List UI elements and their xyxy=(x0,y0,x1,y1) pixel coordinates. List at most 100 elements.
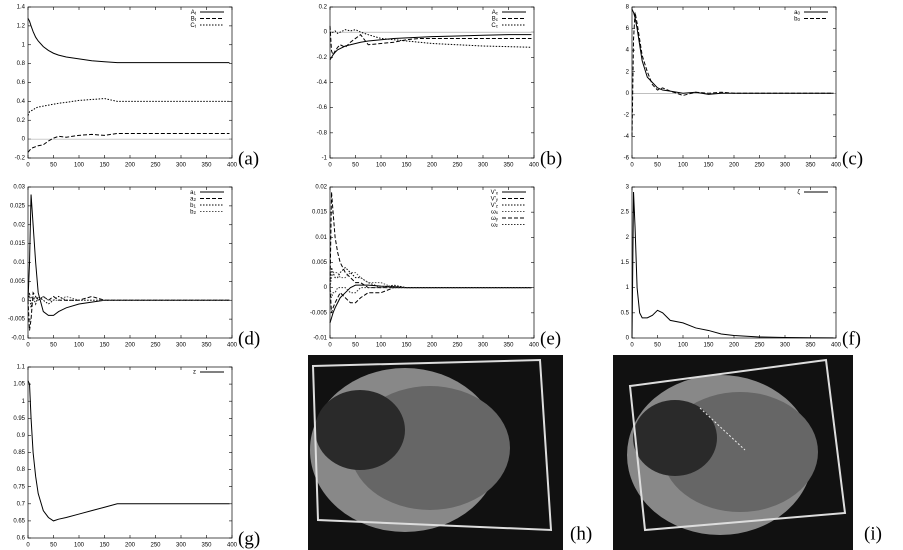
x-tick-label: 400 xyxy=(227,343,238,349)
legend-subscript: c xyxy=(496,11,499,16)
y-tick-label: 0.01 xyxy=(13,260,25,266)
y-tick-label: 0.005 xyxy=(10,279,26,285)
legend-text: a xyxy=(190,196,194,202)
series-line xyxy=(329,29,532,48)
legend-subscript: t xyxy=(195,24,197,29)
x-tick-label: 200 xyxy=(125,163,136,169)
x-tick-label: 50 xyxy=(654,343,661,349)
series-line xyxy=(329,25,532,56)
legend-label: Bt xyxy=(191,16,197,22)
plot-frame xyxy=(27,186,233,339)
image-shape xyxy=(315,390,405,470)
x-tick-label: 250 xyxy=(150,543,161,549)
y-tick-label: 2 xyxy=(626,69,630,75)
x-tick-label: 350 xyxy=(503,163,514,169)
legend-text: V' xyxy=(491,190,496,196)
chart: -1 -0.8 -0.6 -0.4 -0.2 0 0.2 0 50 100 150 200 250 300… xyxy=(317,5,563,170)
x-tick-label: 400 xyxy=(529,343,540,349)
x-tick-label: 50 xyxy=(352,163,359,169)
legend-subscript: t xyxy=(195,11,197,16)
plot-frame xyxy=(329,186,535,339)
x-tick-label: 400 xyxy=(227,163,238,169)
y-tick-label: 0.65 xyxy=(13,518,25,524)
y-tick-label: 0.9 xyxy=(17,433,26,439)
legend-label: ζ xyxy=(797,190,800,196)
y-tick-label: 6 xyxy=(626,26,630,32)
x-tick-label: 400 xyxy=(831,163,842,169)
y-tick-label: -4 xyxy=(624,134,630,140)
series-line xyxy=(329,287,532,313)
legend-text: B xyxy=(191,16,195,22)
series-line xyxy=(27,295,230,302)
x-tick-label: 100 xyxy=(74,343,85,349)
legend-subscript: c xyxy=(496,17,499,22)
legend-subscript: y xyxy=(496,217,499,222)
image-frame xyxy=(311,358,553,532)
legend-label: At xyxy=(191,10,197,16)
legend-label: V'z xyxy=(491,203,499,209)
y-tick-label: 0.2 xyxy=(17,118,26,124)
y-tick-label: -6 xyxy=(624,156,630,162)
legend-subscript: y xyxy=(496,197,499,202)
series-line xyxy=(329,34,532,61)
x-tick-label: 0 xyxy=(630,163,634,169)
y-tick-label: 0.5 xyxy=(621,310,630,316)
panel-label: (b) xyxy=(540,148,562,169)
legend-text: ω xyxy=(491,216,496,222)
x-tick-label: 100 xyxy=(678,163,689,169)
x-tick-label: 350 xyxy=(201,163,212,169)
y-tick-label: 0.4 xyxy=(17,99,26,105)
x-tick-label: 200 xyxy=(729,163,740,169)
y-tick-label: 0 xyxy=(626,336,630,342)
series-line xyxy=(329,266,532,289)
legend-text: b xyxy=(190,203,194,209)
y-tick-label: 2 xyxy=(626,235,630,241)
legend-label: Ac xyxy=(492,10,499,16)
y-tick-label: 0.6 xyxy=(17,536,26,542)
y-tick-label: 0.015 xyxy=(10,241,26,247)
panel-label: (i) xyxy=(864,523,882,544)
y-tick-label: 0.6 xyxy=(17,80,26,86)
x-tick-label: 200 xyxy=(427,163,438,169)
x-tick-label: 200 xyxy=(125,343,136,349)
legend-label: V'y xyxy=(491,196,499,202)
y-tick-label: 1 xyxy=(22,399,26,405)
y-tick-label: -0.005 xyxy=(8,317,26,323)
y-tick-label: 0 xyxy=(22,137,26,143)
x-tick-label: 350 xyxy=(805,343,816,349)
panel-label: (c) xyxy=(842,148,863,169)
x-tick-label: 0 xyxy=(328,343,332,349)
y-tick-label: 0.02 xyxy=(13,222,25,228)
legend-text: a xyxy=(190,190,194,196)
legend-label: Bc xyxy=(492,16,499,22)
legend-subscript: 0 xyxy=(797,17,800,22)
legend-text: ω xyxy=(491,222,496,228)
plot-frame xyxy=(631,186,837,339)
x-tick-label: 50 xyxy=(50,543,57,549)
x-tick-label: 400 xyxy=(227,543,238,549)
legend-label: b1 xyxy=(190,203,196,209)
plot-frame xyxy=(27,6,233,159)
y-tick-label: 1 xyxy=(22,42,26,48)
y-tick-label: -0.2 xyxy=(317,55,328,61)
y-tick-label: 0.005 xyxy=(312,260,328,266)
y-tick-label: 2.5 xyxy=(621,210,630,216)
x-tick-label: 0 xyxy=(328,163,332,169)
y-tick-label: 0 xyxy=(324,285,328,291)
panel-label: (f) xyxy=(842,328,861,349)
x-tick-label: 300 xyxy=(780,343,791,349)
legend-label: V'x xyxy=(491,190,499,196)
x-tick-label: 300 xyxy=(780,163,791,169)
x-tick-label: 100 xyxy=(376,163,387,169)
legend-text: A xyxy=(191,10,195,16)
legend-label: Cc xyxy=(491,23,498,29)
y-tick-label: 0.8 xyxy=(17,467,26,473)
y-tick-label: 1.5 xyxy=(621,260,630,266)
legend-label: a2 xyxy=(190,196,196,202)
x-tick-label: 350 xyxy=(201,343,212,349)
series-line xyxy=(329,191,532,289)
x-tick-label: 50 xyxy=(50,343,57,349)
x-tick-label: 150 xyxy=(99,343,110,349)
series-line xyxy=(631,8,834,95)
